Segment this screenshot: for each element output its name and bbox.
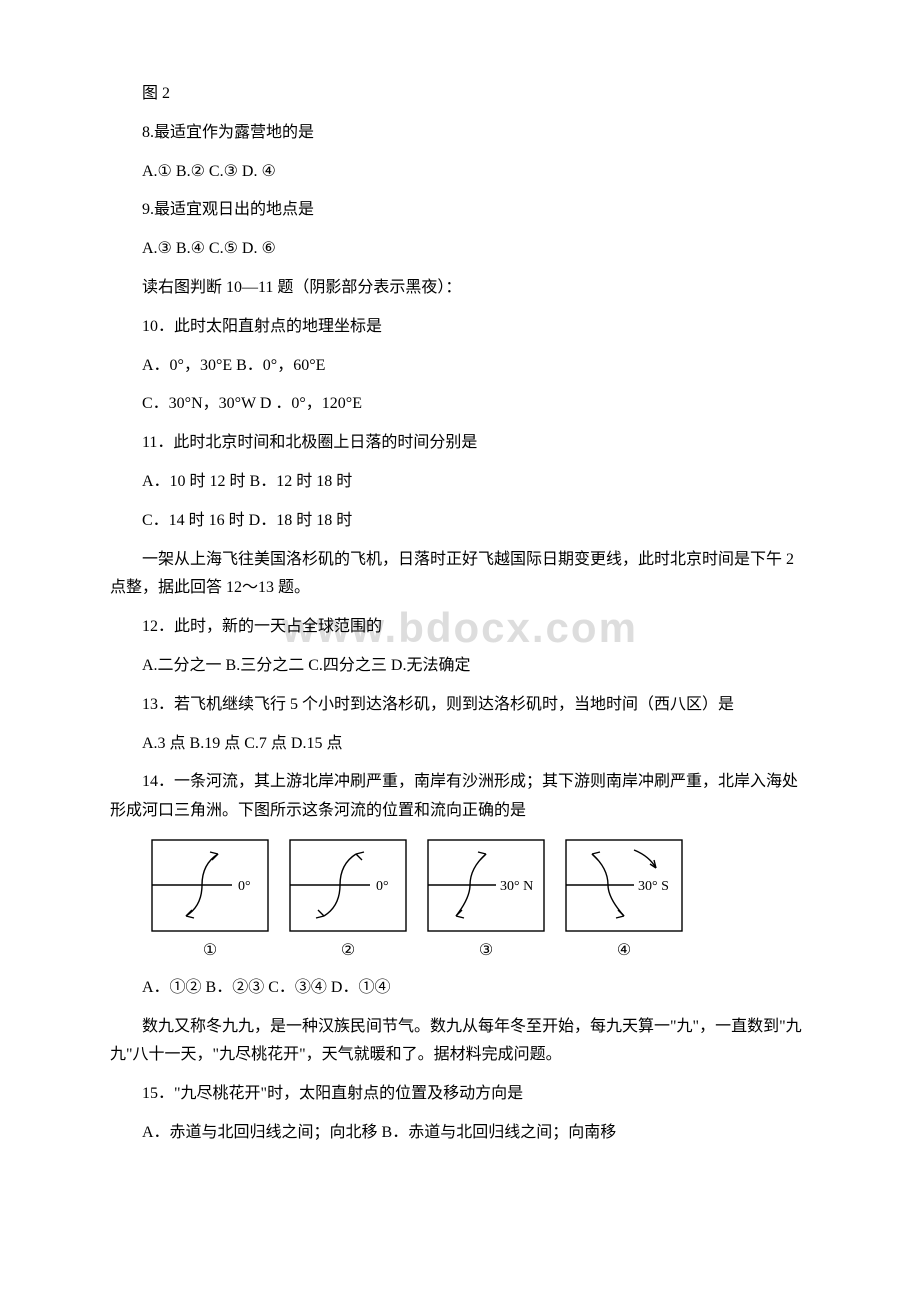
diagram-4-svg: 30° S	[564, 838, 684, 933]
question-12: 12．此时，新的一天占全球范围的	[110, 613, 810, 642]
question-10-11-intro: 读右图判断 10—11 题（阴影部分表示黑夜）：	[110, 274, 810, 303]
question-11-options-2: C．14 时 16 时 D．18 时 18 时	[110, 507, 810, 536]
question-12-options: A.二分之一 B.三分之二 C.四分之三 D.无法确定	[110, 652, 810, 681]
diagram-3-label: ③	[479, 937, 493, 966]
diagram-1-svg: 0°	[150, 838, 270, 933]
diagram-1-label: ①	[203, 937, 217, 966]
figure-label: 图 2	[110, 80, 810, 109]
diagram-1: 0° ①	[150, 838, 270, 966]
question-15: 15．"九尽桃花开"时，太阳直射点的位置及移动方向是	[110, 1080, 810, 1109]
diagram-2-degree: 0°	[376, 879, 389, 894]
question-10: 10．此时太阳直射点的地理坐标是	[110, 313, 810, 342]
diagram-4-label: ④	[617, 937, 631, 966]
question-11: 11．此时北京时间和北极圈上日落的时间分别是	[110, 429, 810, 458]
question-8: 8.最适宜作为露营地的是	[110, 119, 810, 148]
question-10-options-1: A．0°，30°E B．0°，60°E	[110, 352, 810, 381]
question-14: 14．一条河流，其上游北岸冲刷严重，南岸有沙洲形成；其下游则南岸冲刷严重，北岸入…	[110, 768, 810, 826]
diagram-2-label: ②	[341, 937, 355, 966]
diagram-4-degree: 30° S	[638, 879, 669, 894]
question-9: 9.最适宜观日出的地点是	[110, 196, 810, 225]
question-15-options: A．赤道与北回归线之间；向北移 B．赤道与北回归线之间；向南移	[110, 1119, 810, 1148]
question-14-options: A．①② B．②③ C．③④ D．①④	[110, 974, 810, 1003]
question-9-options: A.③ B.④ C.⑤ D. ⑥	[110, 235, 810, 264]
question-8-options: A.① B.② C.③ D. ④	[110, 158, 810, 187]
question-15-intro: 数九又称冬九九，是一种汉族民间节气。数九从每年冬至开始，每九天算一"九"，一直数…	[110, 1013, 810, 1071]
question-11-options-1: A．10 时 12 时 B．12 时 18 时	[110, 468, 810, 497]
diagram-2: 0° ②	[288, 838, 408, 966]
diagram-3: 30° N ③	[426, 838, 546, 966]
question-13: 13．若飞机继续飞行 5 个小时到达洛杉矶，则到达洛杉矶时，当地时间（西八区）是	[110, 691, 810, 720]
question-13-options: A.3 点 B.19 点 C.7 点 D.15 点	[110, 730, 810, 759]
document-content: 图 2 8.最适宜作为露营地的是 A.① B.② C.③ D. ④ 9.最适宜观…	[110, 80, 810, 1148]
diagram-3-svg: 30° N	[426, 838, 546, 933]
question-12-13-intro: 一架从上海飞往美国洛杉矶的飞机，日落时正好飞越国际日期变更线，此时北京时间是下午…	[110, 546, 810, 604]
diagram-2-svg: 0°	[288, 838, 408, 933]
question-10-options-2: C．30°N，30°W D ．0°，120°E	[110, 390, 810, 419]
diagram-4: 30° S ④	[564, 838, 684, 966]
diagram-1-degree: 0°	[238, 879, 251, 894]
diagram-row: 0° ① 0° ②	[150, 838, 810, 966]
diagram-3-degree: 30° N	[500, 879, 533, 894]
